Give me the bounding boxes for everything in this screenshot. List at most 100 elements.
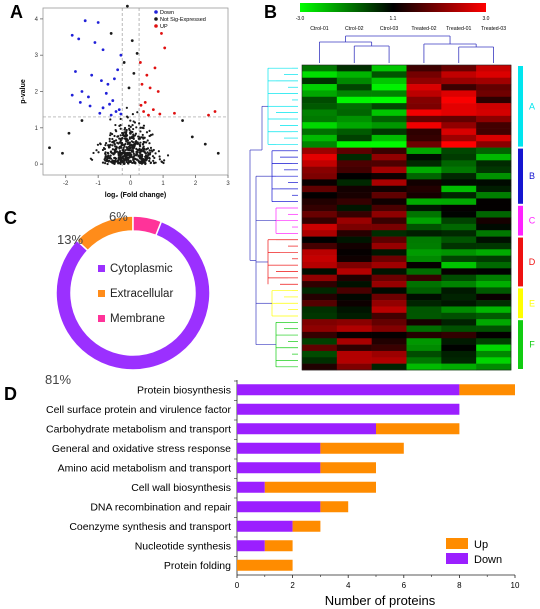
point-not-sig: [103, 147, 106, 151]
point-not-sig: [129, 147, 132, 150]
point-not-sig: [119, 124, 122, 127]
heatmap-cell: [336, 217, 372, 225]
heatmap-cell: [406, 217, 442, 225]
heatmap-cell: [336, 65, 372, 72]
heatmap-cell: [302, 147, 338, 155]
point-up: [138, 61, 142, 64]
panel-b-label: B: [264, 2, 277, 22]
bar-up: [292, 520, 321, 532]
heatmap-cell: [336, 268, 372, 275]
point-not-sig: [152, 148, 155, 152]
heatmap-cell: [336, 331, 372, 339]
point-not-sig: [124, 142, 127, 146]
point-not-sig: [128, 142, 131, 145]
heatmap-cell: [336, 166, 372, 174]
point-not-sig: [116, 141, 119, 144]
bar-down: [237, 423, 376, 435]
heatmap-cell: [406, 90, 442, 98]
heatmap-cell: [302, 242, 338, 250]
heatmap-cell: [371, 268, 407, 275]
y-tick-label: 4: [35, 17, 39, 23]
heatmap-cell: [441, 173, 477, 180]
column-label: Treated-02: [411, 26, 436, 32]
heatmap-cell: [406, 77, 442, 85]
category-label: DNA recombination and repair: [90, 501, 231, 513]
heatmap-cell: [371, 249, 407, 256]
heatmap-cell: [302, 357, 338, 364]
heatmap-cell: [371, 287, 407, 295]
heatmap-cell: [336, 363, 372, 371]
point-not-sig: [115, 150, 118, 153]
heatmap-cell: [406, 71, 442, 79]
heatmap-cell: [302, 185, 338, 193]
slice-label-cytoplasmic: 81%: [45, 372, 71, 387]
point-not-sig: [149, 161, 152, 165]
heatmap-cell: [302, 173, 338, 180]
point-not-sig: [143, 161, 147, 164]
point-not-sig: [140, 158, 143, 161]
point-up: [139, 103, 143, 107]
category-label: Amino acid metabolism and transport: [58, 462, 231, 474]
column-label: Treated-01: [446, 26, 471, 32]
heatmap-cell: [441, 331, 477, 339]
point-not-sig: [114, 147, 118, 151]
point-not-sig: [149, 151, 152, 154]
point-not-sig: [124, 134, 127, 137]
category-label: Cell surface protein and virulence facto…: [46, 404, 232, 416]
cluster-bar: [518, 288, 523, 319]
heatmap-cell: [302, 211, 338, 218]
point-not-sig: [109, 143, 112, 146]
heatmap-cell: [476, 122, 512, 129]
column-label: Ctrol-01: [310, 26, 329, 32]
point-down: [74, 70, 77, 73]
point-not-sig: [107, 152, 110, 155]
point-not-sig: [118, 150, 122, 153]
heatmap-cell: [336, 242, 372, 250]
x-tick-label: 1: [161, 181, 165, 187]
y-tick-label: 1: [35, 126, 39, 132]
point-up: [143, 100, 147, 104]
y-tick-label: 2: [35, 90, 39, 96]
heatmap-cell: [406, 115, 442, 123]
heatmap-cell: [371, 363, 407, 371]
heatmap-cell: [406, 350, 442, 358]
heatmap-cell: [406, 344, 442, 352]
point-not-sig: [136, 141, 139, 144]
point-not-sig: [118, 147, 121, 150]
point-not-sig: [139, 160, 142, 164]
bar-down: [237, 384, 460, 396]
heatmap-cell: [476, 230, 512, 237]
heatmap-cell: [476, 217, 512, 225]
point-up: [145, 73, 149, 77]
heatmap-cell: [441, 325, 477, 333]
point-not-sig: [107, 154, 110, 158]
heatmap-cell: [406, 242, 442, 250]
point-not-sig: [150, 149, 153, 152]
slice-label-extracellular: 13%: [57, 232, 83, 247]
heatmap-cell: [302, 198, 338, 206]
colorbar: [300, 3, 486, 12]
heatmap-cell: [302, 223, 338, 231]
heatmap-cell: [371, 312, 407, 320]
point-not-sig: [128, 151, 131, 154]
point-not-sig: [135, 158, 139, 161]
colorbar-tick-label: -3.0: [296, 16, 305, 22]
heatmap-cell: [441, 128, 477, 136]
heatmap-cell: [371, 96, 407, 104]
heatmap-cell: [441, 77, 477, 85]
heatmap-cell: [441, 71, 477, 79]
point-not-sig: [117, 159, 120, 162]
point-not-sig: [149, 146, 153, 149]
point-not-sig: [126, 162, 130, 165]
category-label: Protein folding: [164, 560, 231, 572]
point-not-sig: [108, 140, 111, 143]
heatmap-cell: [371, 103, 407, 110]
heatmap-cell: [476, 300, 512, 307]
heatmap-cell: [476, 198, 512, 206]
heatmap-cell: [302, 122, 338, 129]
heatmap-cell: [406, 141, 442, 148]
legend-swatch-extracellular: [98, 290, 105, 297]
heatmap-cell: [441, 84, 477, 91]
point-not-sig: [158, 155, 161, 158]
point-not-sig-expressed: [216, 151, 220, 155]
